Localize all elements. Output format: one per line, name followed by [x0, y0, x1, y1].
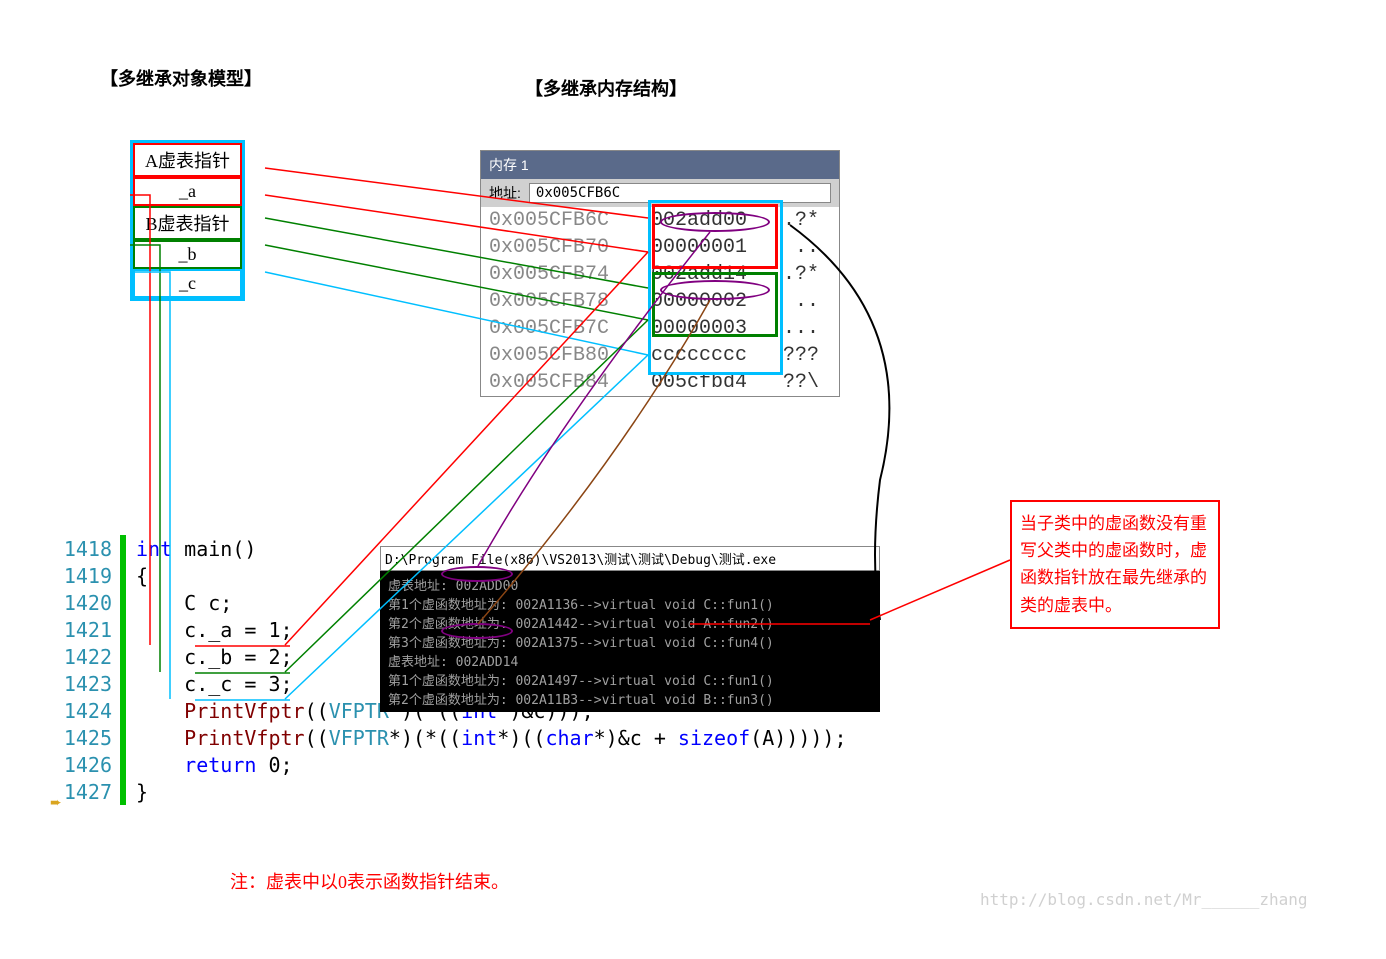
title-right: 【多继承内存结构】	[525, 75, 687, 101]
memory-address-bar: 地址: 0x005CFB6C	[481, 179, 839, 207]
memory-row: 0x005CFB84005cfbd4??\	[481, 369, 839, 396]
console-line: 第2个虚函数地址为: 002A1442-->virtual void A::fu…	[388, 613, 872, 632]
annotation-note: 当子类中的虚函数没有重写父类中的虚函数时，虚函数指针放在最先继承的类的虚表中。	[1010, 500, 1220, 629]
title-left: 【多继承对象模型】	[100, 65, 262, 91]
breakpoint-arrow: ➨	[50, 794, 62, 811]
memory-row: 0x005CFB6C002add00.?*	[481, 207, 839, 234]
console-output: D:\Program File(x86)\VS2013\测试\测试\Debug\…	[380, 546, 880, 712]
model-row: A虚表指针	[133, 143, 242, 177]
model-row: _a	[133, 177, 242, 206]
console-line: 虚表地址: 002ADD00	[388, 575, 872, 594]
model-row: B虚表指针	[133, 206, 242, 240]
model-row: _c	[133, 269, 242, 298]
bottom-note: 注：虚表中以0表示函数指针结束。	[230, 868, 509, 894]
model-row: _b	[133, 240, 242, 269]
console-line: 第2个虚函数地址为: 002A11B3-->virtual void B::fu…	[388, 689, 872, 708]
memory-panel-title: 内存 1	[481, 151, 839, 179]
memory-row: 0x005CFB7C00000003...	[481, 315, 839, 342]
code-line: 1425 PrintVfptr((VFPTR*)(*((int*)((char*…	[60, 724, 847, 751]
memory-row: 0x005CFB7800000002..	[481, 288, 839, 315]
code-line: 1426 return 0;	[60, 751, 847, 778]
object-model-diagram: A虚表指针_aB虚表指针_b_c	[130, 140, 245, 301]
memory-row: 0x005CFB74002add14.?*	[481, 261, 839, 288]
console-line: 第3个虚函数地址为: 002A1375-->virtual void C::fu…	[388, 632, 872, 651]
address-label: 地址:	[489, 183, 521, 203]
address-value[interactable]: 0x005CFB6C	[529, 183, 831, 203]
memory-row: 0x005CFB7000000001..	[481, 234, 839, 261]
code-line: 1427}	[60, 778, 847, 805]
memory-row: 0x005CFB80cccccccc???	[481, 342, 839, 369]
watermark: http://blog.csdn.net/Mr______zhang	[980, 890, 1308, 909]
console-line: 第1个虚函数地址为: 002A1136-->virtual void C::fu…	[388, 594, 872, 613]
memory-panel: 内存 1 地址: 0x005CFB6C 0x005CFB6C002add00.?…	[480, 150, 840, 397]
console-line: 第1个虚函数地址为: 002A1497-->virtual void C::fu…	[388, 670, 872, 689]
console-line: 虚表地址: 002ADD14	[388, 651, 872, 670]
console-title: D:\Program File(x86)\VS2013\测试\测试\Debug\…	[380, 546, 880, 571]
